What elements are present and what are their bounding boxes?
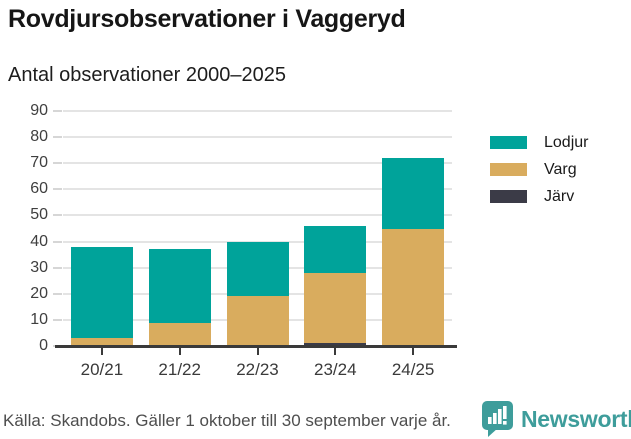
bar-segment-lodjur-23/24 [304,225,367,273]
legend-swatch [490,163,527,176]
gridline [63,162,452,165]
y-tick [53,240,62,243]
y-tick-label: 40 [30,232,48,250]
gridline [63,214,452,217]
bar-segment-järv-23/24 [304,343,367,346]
y-tick-label: 60 [30,180,48,198]
bar-segment-lodjur-24/25 [382,158,445,229]
y-tick-label: 50 [30,206,48,224]
legend-label: Lodjur [544,133,589,151]
y-tick-label: 20 [30,284,48,302]
bar-segment-varg-23/24 [304,272,367,344]
legend-label: Varg [544,160,577,178]
bar-segment-lodjur-22/23 [226,241,289,297]
x-tick [178,348,181,355]
x-tick [256,348,259,355]
y-tick [53,214,62,217]
bar-segment-lodjur-21/22 [148,249,211,323]
legend-item-varg: Varg [490,156,588,183]
brand-logo: Newsworthy [481,400,631,438]
legend-item-lodjur: Lodjur [490,129,588,156]
brand-name: Newsworthy [521,405,631,432]
x-tick-label: 22/23 [236,360,279,379]
x-tick [100,348,103,355]
y-tick-label: 80 [30,128,48,146]
gridline [63,110,452,112]
y-tick [53,162,62,165]
legend: Lodjur Varg Järv [490,129,588,210]
x-tick-label: 21/22 [158,360,201,379]
gridline [63,136,452,139]
y-tick-label: 0 [39,337,48,354]
x-tick-label: 24/25 [391,360,435,379]
x-axis-line [55,345,457,348]
x-tick-label: 20/21 [80,360,124,379]
y-tick-label: 10 [30,310,48,328]
chart-title: Rovdjursobservationer i Vaggeryd [8,5,406,33]
y-tick [53,266,62,269]
legend-label: Järv [544,187,575,205]
y-tick [53,292,62,295]
bar-segment-varg-22/23 [226,296,289,346]
source-note: Källa: Skandobs. Gäller 1 oktober till 3… [3,411,451,430]
x-tick [334,348,337,355]
legend-swatch [490,136,527,149]
bar-segment-lodjur-20/21 [70,246,133,339]
bar-segment-varg-21/22 [148,322,211,346]
legend-item-järv: Järv [490,183,588,210]
x-tick-label: 23/24 [314,360,357,379]
bar-segment-varg-24/25 [382,228,445,346]
x-tick [412,348,415,355]
y-tick [53,136,62,139]
y-tick-label: 70 [30,154,48,172]
gridline [63,188,452,191]
chart-subtitle: Antal observationer 2000–2025 [8,64,286,86]
legend-swatch [490,190,527,203]
y-tick-label: 90 [30,102,48,119]
y-tick [53,188,62,191]
plot-area [63,110,452,346]
y-tick-label: 30 [30,258,48,276]
y-tick [53,110,62,112]
bar-segment-varg-20/21 [70,338,133,346]
y-tick [53,318,62,321]
bar-chart-speech-bubble-icon [482,401,513,437]
